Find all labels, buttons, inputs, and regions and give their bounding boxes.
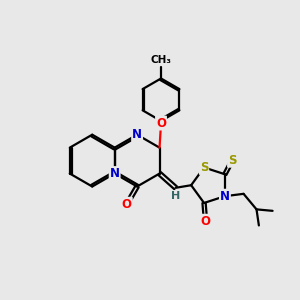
Text: N: N	[132, 128, 142, 141]
Text: H: H	[171, 191, 180, 201]
Text: S: S	[200, 161, 208, 174]
Text: CH₃: CH₃	[151, 55, 172, 65]
Text: O: O	[156, 116, 166, 130]
Text: S: S	[228, 154, 236, 167]
Text: N: N	[110, 167, 120, 180]
Text: O: O	[200, 215, 211, 228]
Text: N: N	[220, 190, 230, 203]
Text: O: O	[122, 198, 132, 211]
